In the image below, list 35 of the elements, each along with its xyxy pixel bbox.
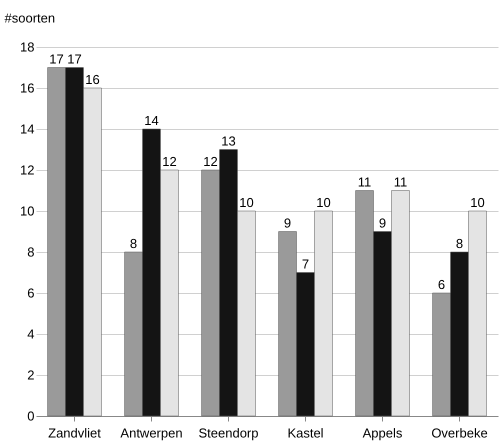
- data-label: 16: [85, 72, 100, 87]
- data-label: 9: [378, 216, 386, 230]
- y-tick-label: 8: [27, 244, 34, 260]
- data-label: 9: [284, 216, 292, 230]
- data-label: 12: [203, 154, 218, 169]
- data-label: 17: [67, 52, 82, 66]
- y-tick-label: 10: [20, 204, 34, 218]
- data-label: 11: [358, 174, 372, 190]
- data-label: 12: [162, 154, 177, 169]
- y-tick-label: 4: [27, 326, 34, 342]
- y-tick-label: 0: [27, 408, 34, 424]
- data-label: 14: [144, 113, 159, 128]
- y-tick-label: 16: [20, 80, 34, 96]
- data-label: 17: [49, 52, 64, 66]
- data-label: 6: [438, 277, 446, 292]
- data-label: 11: [394, 174, 408, 190]
- data-label: 10: [470, 195, 485, 210]
- data-label: 7: [302, 256, 310, 272]
- x-tick-label: Steendorp: [198, 426, 258, 440]
- y-tick-label: 12: [20, 162, 34, 178]
- data-label: 10: [239, 195, 254, 210]
- x-tick-label: Kastel: [287, 426, 324, 440]
- y-tick-label: 18: [20, 40, 34, 54]
- y-tick-label: 2: [27, 368, 34, 382]
- x-tick-label: Antwerpen: [120, 426, 183, 440]
- x-tick-label: Overbeke: [431, 426, 488, 440]
- data-label: 13: [221, 134, 236, 148]
- y-tick-label: 6: [27, 286, 34, 300]
- y-tick-label: 14: [20, 122, 34, 136]
- x-tick-label: Appels: [362, 426, 403, 440]
- x-tick-label: Zandvliet: [48, 426, 102, 440]
- data-label: 10: [316, 195, 331, 210]
- data-label: 8: [130, 236, 138, 251]
- data-label: 8: [456, 236, 464, 251]
- y-axis-title: #soorten: [4, 10, 56, 26]
